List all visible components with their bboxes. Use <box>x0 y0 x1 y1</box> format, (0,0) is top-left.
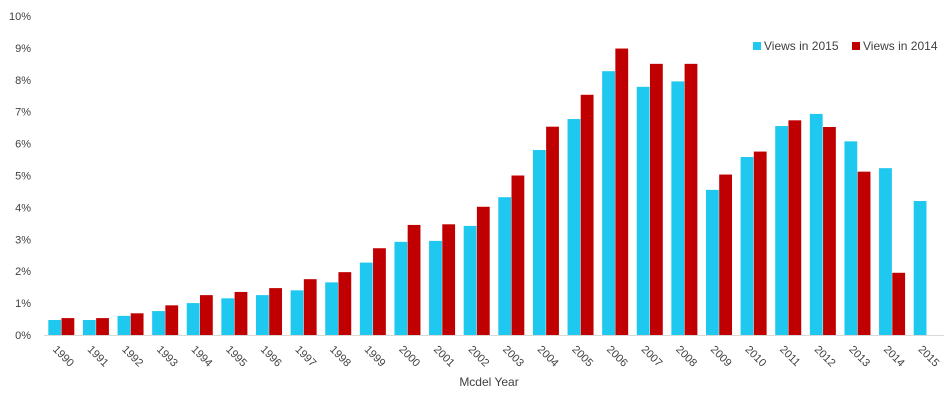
bar-views-2015-2015 <box>913 201 927 335</box>
x-tick-label: 2004 <box>535 344 561 370</box>
bar-views-2015-2006 <box>602 71 615 335</box>
x-tick-label: 1998 <box>327 344 353 370</box>
x-tick-label: 1997 <box>292 344 318 370</box>
y-tick-label: 6% <box>15 139 31 151</box>
y-tick-label: 7% <box>15 107 31 119</box>
legend: Views in 2015 Views in 2014 <box>753 39 938 53</box>
y-tick-label: 1% <box>15 298 31 310</box>
bar-views-2015-2000 <box>394 241 408 335</box>
x-tick-label: 2006 <box>604 344 630 370</box>
x-tick-label: 2011 <box>777 344 802 369</box>
x-tick-label: 2010 <box>742 344 768 370</box>
bar-views-2015-1997 <box>290 290 304 335</box>
bar-views-2015-2001 <box>429 240 442 335</box>
bar-views-2015-2002 <box>463 225 477 335</box>
bar-views-2014-2006 <box>615 48 629 336</box>
x-tick-label: 1995 <box>223 344 249 370</box>
bar-views-2015-2008 <box>671 81 685 336</box>
bar-views-2014-1997 <box>303 279 317 335</box>
bar-views-2015-2003 <box>498 197 512 335</box>
bars-group <box>48 48 927 336</box>
bar-views-2014-2011 <box>788 120 802 335</box>
bar-views-2015-1992 <box>117 315 131 335</box>
x-axis-title: Mcdel Year <box>459 375 518 389</box>
bar-views-2014-2004 <box>546 126 559 336</box>
bar-views-2015-2010 <box>740 156 754 335</box>
bar-views-2014-2002 <box>476 206 490 335</box>
x-tick-label: 1993 <box>154 344 180 370</box>
bar-views-2015-2011 <box>775 126 789 336</box>
x-tick-label: 1990 <box>50 344 76 370</box>
bar-views-2014-2012 <box>823 127 836 336</box>
bar-views-2014-1991 <box>96 318 109 335</box>
y-tick-label: 2% <box>15 266 31 278</box>
bar-views-2014-1996 <box>269 288 282 335</box>
y-tick-label: 4% <box>15 202 31 214</box>
x-tick-label: 1992 <box>119 344 145 370</box>
bar-views-2014-2003 <box>511 175 525 335</box>
bar-views-2015-2013 <box>844 141 858 335</box>
bar-views-2015-1999 <box>359 262 373 335</box>
x-tick-label: 1991 <box>85 344 111 370</box>
legend-swatch-views-2014 <box>852 42 860 50</box>
x-tick-label: 2000 <box>396 344 422 370</box>
y-tick-label: 5% <box>15 171 31 183</box>
x-tick-label: 1996 <box>258 344 284 370</box>
x-tick-label: 2008 <box>673 344 699 370</box>
bar-views-2015-2014 <box>879 168 892 335</box>
y-tick-label: 8% <box>15 75 31 87</box>
bar-views-2014-2001 <box>442 224 456 335</box>
bar-views-2014-1994 <box>199 295 213 335</box>
bar-views-2015-2004 <box>532 149 546 335</box>
x-tick-label: 2005 <box>569 344 595 370</box>
y-tick-label: 0% <box>15 330 31 342</box>
x-tick-label: 2013 <box>846 344 872 370</box>
bar-views-2014-1993 <box>165 305 179 335</box>
bar-views-2014-1999 <box>373 248 386 335</box>
bar-views-2014-2007 <box>649 63 663 335</box>
x-tick-label: 2001 <box>431 344 457 370</box>
y-tick-label: 9% <box>15 43 31 55</box>
legend-label-views-2015: Views in 2015 <box>764 39 839 53</box>
x-tick-label: 2002 <box>466 344 492 370</box>
x-tick-label: 1994 <box>189 344 215 370</box>
bar-views-2015-1993 <box>152 311 165 335</box>
x-tick-label: 2007 <box>639 344 665 370</box>
x-tick-label: 2012 <box>812 344 838 370</box>
bar-views-2014-2005 <box>580 94 594 335</box>
bar-views-2014-1998 <box>338 272 352 335</box>
x-tick-label: 2009 <box>708 344 734 370</box>
y-axis-ticks: 0% 1% 2% 3% 4% 5% 6% 7% 8% 9% 10% <box>9 11 31 342</box>
x-axis-ticks: 1990 1991 1992 1993 1994 1995 1996 1997 1998 1999… <box>50 344 941 370</box>
bar-views-2014-1995 <box>234 291 248 335</box>
bar-views-2015-2009 <box>706 189 719 335</box>
bar-views-2015-2005 <box>567 119 581 335</box>
bar-views-2015-1994 <box>186 303 200 335</box>
bar-views-2015-1996 <box>256 295 269 335</box>
bar-views-2014-2010 <box>753 151 767 335</box>
bar-views-2015-2007 <box>636 86 650 336</box>
bar-views-2015-1990 <box>48 320 62 335</box>
legend-label-views-2014: Views in 2014 <box>863 39 938 53</box>
bar-views-2014-2014 <box>892 272 906 335</box>
bar-views-2015-1995 <box>221 298 235 335</box>
x-tick-label: 1999 <box>362 344 388 370</box>
y-tick-label: 10% <box>9 11 31 23</box>
y-tick-label: 3% <box>15 234 31 246</box>
x-tick-label: 2003 <box>500 344 526 370</box>
bar-views-2014-2009 <box>719 174 732 335</box>
bar-views-2015-1998 <box>325 282 339 335</box>
bar-views-2015-2012 <box>809 113 823 335</box>
bar-views-2014-2000 <box>407 224 421 335</box>
bar-views-2014-2008 <box>684 63 698 335</box>
legend-swatch-views-2015 <box>753 42 761 50</box>
bar-views-2014-1990 <box>61 318 75 335</box>
bar-views-2014-1992 <box>130 313 144 335</box>
bar-views-2015-1991 <box>82 320 96 335</box>
x-tick-label: 2014 <box>881 344 907 370</box>
x-tick-label: 2015 <box>916 344 942 370</box>
bar-views-2014-2013 <box>857 171 871 335</box>
